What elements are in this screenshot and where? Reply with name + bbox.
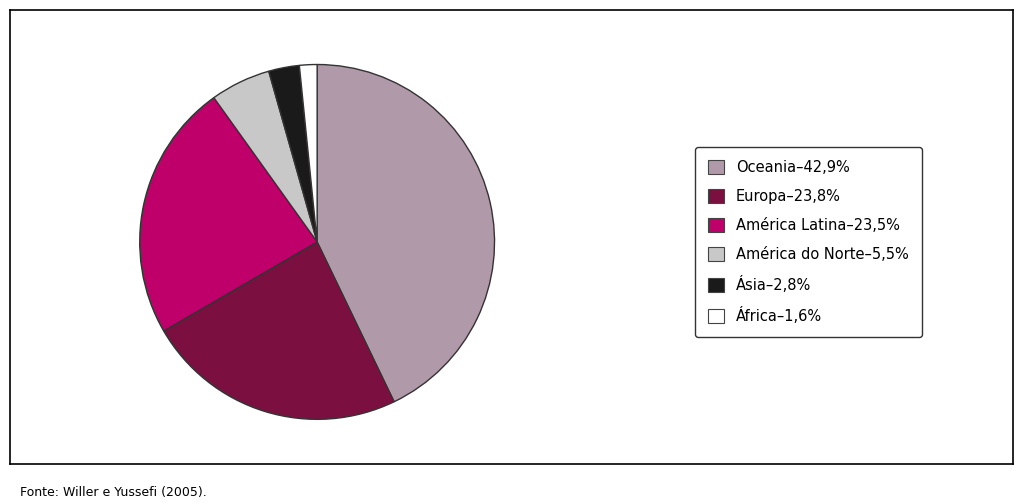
Text: Fonte: Willer e Yussefi (2005).: Fonte: Willer e Yussefi (2005). [20,486,208,499]
Wedge shape [140,98,317,331]
Wedge shape [317,65,494,402]
Wedge shape [300,65,317,242]
Legend: Oceania–42,9%, Europa–23,8%, América Latina–23,5%, América do Norte–5,5%, Ásia–2: Oceania–42,9%, Europa–23,8%, América Lat… [695,147,922,337]
Wedge shape [164,242,394,419]
Wedge shape [269,66,317,242]
Wedge shape [214,71,317,242]
